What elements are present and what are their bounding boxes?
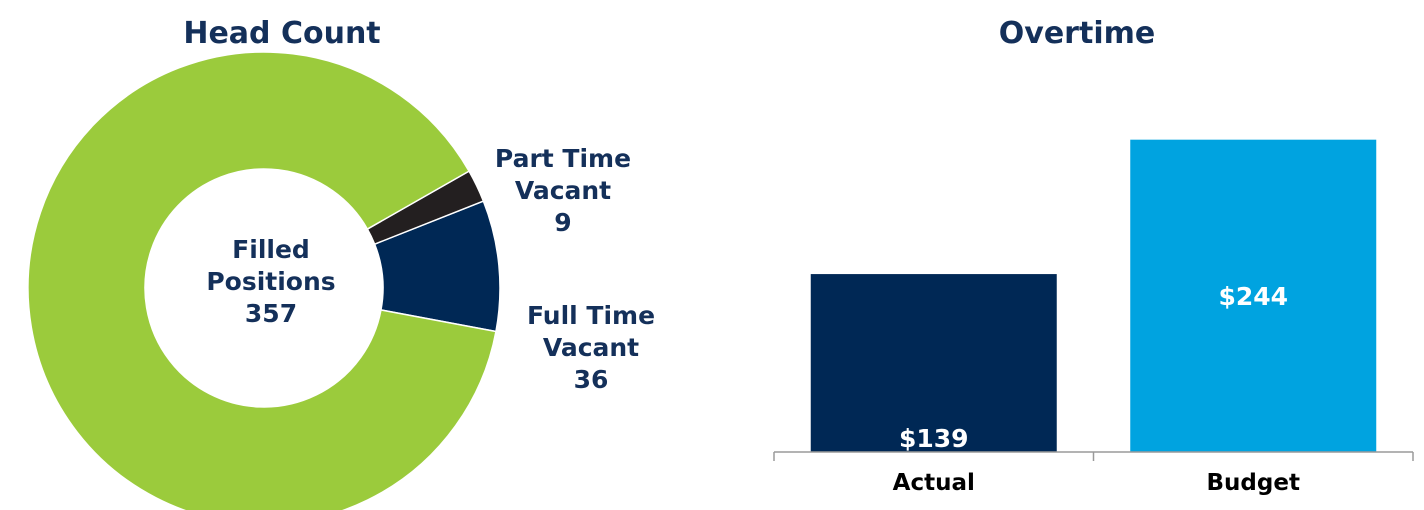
donut-slices	[27, 51, 501, 510]
head-count-donut-chart: Head Count Filled Positions 357 Full Time Va…	[27, 16, 655, 510]
part-time-vacant-label-line-3: 9	[554, 208, 571, 237]
overtime-category-axis: Actual Budget	[773, 451, 1414, 496]
overtime-bar-chart: Overtime $139 $244 Actual Budget	[773, 16, 1414, 496]
full-time-vacant-label: Full Time Vacant 36	[527, 301, 655, 394]
bar-actual	[810, 274, 1057, 452]
bar-value-label-actual: $139	[899, 424, 969, 453]
filled-positions-label-line-3: 357	[245, 299, 297, 328]
filled-positions-slice	[27, 51, 497, 510]
bar-value-label-budget: $244	[1218, 282, 1288, 311]
part-time-vacant-label: Part Time Vacant 9	[495, 144, 631, 237]
filled-positions-label-line-2: Positions	[206, 267, 335, 296]
category-label-budget: Budget	[1207, 470, 1300, 496]
category-label-actual: Actual	[893, 470, 975, 496]
head-count-title: Head Count	[183, 16, 380, 51]
donut-labels: Filled Positions 357 Full Time Vacant 36 Part …	[206, 144, 655, 394]
overtime-bars: $139 $244	[810, 139, 1377, 453]
filled-positions-label-line-1: Filled	[232, 235, 310, 264]
full-time-vacant-label-line-1: Full Time	[527, 301, 655, 330]
part-time-vacant-label-line-1: Part Time	[495, 144, 631, 173]
overtime-title: Overtime	[999, 16, 1155, 51]
part-time-vacant-label-line-2: Vacant	[515, 176, 611, 205]
full-time-vacant-label-line-3: 36	[574, 365, 609, 394]
full-time-vacant-label-line-2: Vacant	[543, 333, 639, 362]
filled-positions-label: Filled Positions 357	[206, 235, 335, 328]
bar-budget	[1130, 139, 1377, 452]
